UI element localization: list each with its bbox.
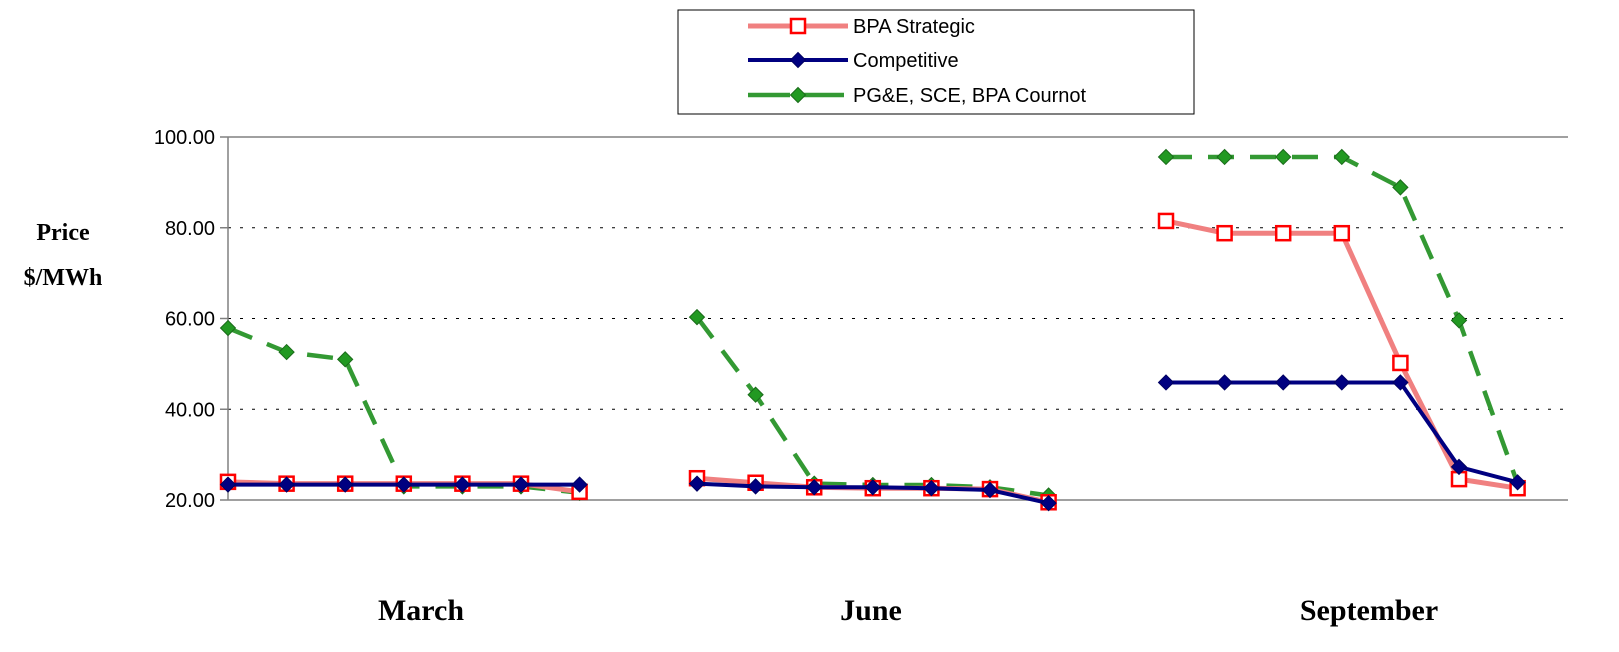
data-point-diamond-marker (1392, 179, 1409, 196)
data-point-diamond-marker (336, 476, 354, 493)
data-point-diamond-marker (981, 481, 999, 499)
legend-item: PG&E, SCE, BPA Cournot (748, 85, 1087, 107)
data-point-diamond-marker (336, 351, 354, 368)
series-line (695, 315, 1049, 498)
gridlines (228, 136, 1568, 410)
data-point-diamond-marker (1157, 148, 1175, 166)
y-axis-label-line1: Price (36, 220, 90, 246)
category-label: March (378, 594, 464, 627)
series-line (1165, 218, 1518, 491)
category-label: September (1300, 594, 1438, 627)
y-tick-label: 60.00 (165, 309, 215, 331)
data-point-diamond-marker (688, 475, 706, 492)
legend-item: Competitive (748, 50, 959, 72)
data-point-diamond-marker (454, 476, 471, 493)
data-point-diamond-marker (864, 479, 882, 496)
y-tick-label: 20.00 (165, 490, 215, 512)
data-point-diamond-marker (1040, 494, 1057, 512)
data-point-diamond-marker (1274, 148, 1292, 166)
data-point-diamond-marker (219, 476, 237, 493)
series-layer (219, 148, 1526, 512)
data-point-square-marker (789, 17, 807, 35)
data-point-diamond-marker (789, 86, 807, 104)
data-point-diamond-marker (278, 343, 295, 361)
category-labels: March June September (378, 594, 1438, 627)
data-point-diamond-marker (395, 476, 413, 493)
data-point-diamond-marker (1216, 374, 1233, 391)
data-point-diamond-marker (1157, 374, 1175, 391)
data-point-diamond-marker (923, 479, 940, 497)
y-tick-labels: 20.00 40.00 60.00 80.00 100.00 (154, 127, 228, 512)
series-0 (219, 212, 1526, 511)
data-point-diamond-marker (219, 319, 237, 337)
y-tick-label: 40.00 (165, 399, 215, 421)
data-point-square-marker (1216, 224, 1233, 242)
data-point-diamond-marker (688, 308, 706, 326)
data-point-diamond-marker (1450, 458, 1468, 476)
data-point-square-marker (1274, 224, 1292, 242)
data-point-diamond-marker (1274, 374, 1292, 391)
data-point-diamond-marker (805, 479, 823, 496)
y-tick-label: 100.00 (154, 127, 215, 149)
legend: BPA Strategic Competitive PG&E, SCE, BPA C… (677, 9, 1195, 115)
y-axis-label-line2: $/MWh (24, 265, 103, 291)
data-point-diamond-marker (789, 51, 807, 69)
data-point-diamond-marker (1509, 474, 1526, 491)
data-point-diamond-marker (512, 476, 530, 493)
data-point-square-marker (1157, 212, 1175, 230)
series-2 (219, 148, 1526, 504)
y-tick-label: 80.00 (165, 218, 215, 240)
legend-label: PG&E, SCE, BPA Cournot (853, 85, 1087, 107)
data-point-diamond-marker (1450, 312, 1468, 329)
data-point-diamond-marker (1392, 374, 1409, 391)
legend-label: BPA Strategic (853, 16, 975, 38)
data-point-diamond-marker (1333, 148, 1351, 166)
series-1 (219, 374, 1526, 512)
data-point-diamond-marker (747, 478, 764, 495)
data-point-diamond-marker (1333, 374, 1351, 391)
data-point-square-marker (1333, 224, 1351, 242)
legend-label: Competitive (853, 50, 959, 72)
data-point-square-marker (1392, 354, 1409, 372)
data-point-diamond-marker (1216, 148, 1233, 166)
category-label: June (840, 594, 902, 627)
legend-item: BPA Strategic (748, 16, 975, 38)
data-point-diamond-marker (747, 386, 764, 403)
data-point-diamond-marker (278, 476, 295, 493)
data-point-diamond-marker (571, 476, 588, 493)
